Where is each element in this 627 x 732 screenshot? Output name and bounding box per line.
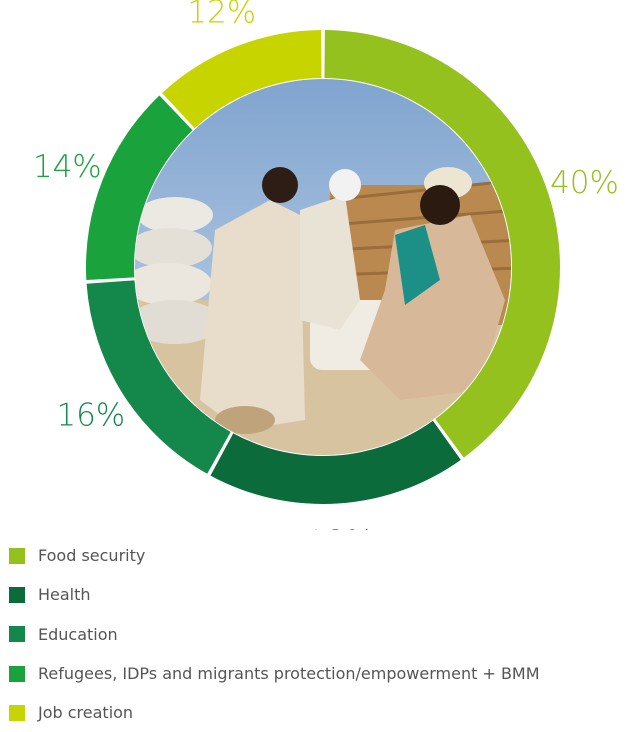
- legend-label: Health: [38, 585, 91, 605]
- slice-label-3: 14%: [33, 149, 102, 185]
- slice-3: [86, 95, 193, 281]
- slice-1: [210, 420, 461, 504]
- legend-label: Job creation: [38, 703, 134, 723]
- legend-swatch: [9, 586, 25, 603]
- legend-swatch: [9, 547, 25, 564]
- legend-item: Refugees, IDPs and migrants protection/e…: [9, 654, 540, 693]
- slice-2: [86, 280, 231, 474]
- slice-labels: 40% 18% 16% 14% 12%: [33, 0, 619, 530]
- slice-0: [324, 30, 560, 458]
- legend-swatch: [9, 626, 25, 643]
- slice-label-1: 18%: [306, 524, 375, 530]
- slice-label-2: 16%: [56, 397, 125, 433]
- legend-swatch: [9, 704, 25, 721]
- legend-item: Job creation: [9, 693, 540, 732]
- legend-item: Food security: [9, 536, 540, 575]
- legend-item: Education: [9, 615, 540, 654]
- legend-swatch: [9, 665, 25, 682]
- slice-4: [162, 30, 322, 129]
- legend-label: Refugees, IDPs and migrants protection/e…: [38, 664, 540, 684]
- legend-label: Education: [38, 624, 118, 644]
- legend-item: Health: [9, 575, 540, 614]
- slice-label-4: 12%: [187, 0, 256, 30]
- donut-chart: 40% 18% 16% 14% 12%: [33, 0, 619, 530]
- slice-label-0: 40%: [550, 165, 619, 201]
- legend: Food security Health Education Refugees, ID…: [9, 536, 540, 732]
- donut-slices: [86, 30, 560, 504]
- legend-label: Food security: [38, 546, 146, 566]
- center-photo: [135, 79, 511, 455]
